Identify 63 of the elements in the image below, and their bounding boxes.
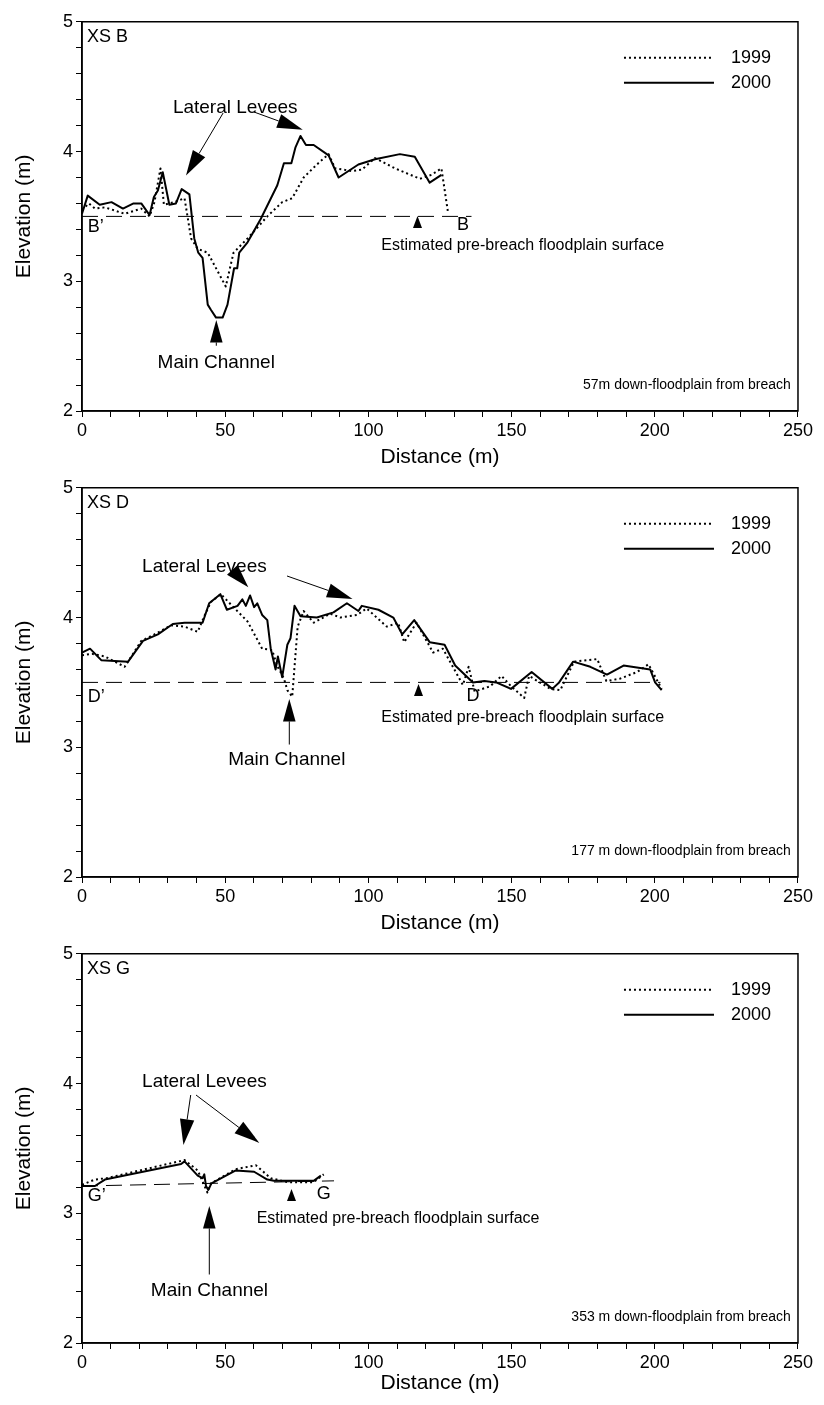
x-tick-label: 200	[639, 885, 670, 906]
y-tick-label: 3	[62, 736, 73, 757]
x-tick-label: 0	[76, 1351, 88, 1372]
x-tick-label: 150	[496, 1351, 527, 1372]
legend-label: 1999	[730, 46, 772, 67]
x-tick-label: 100	[353, 1351, 384, 1372]
annotation: B’	[87, 216, 104, 237]
chart-title: XS B	[87, 26, 129, 47]
y-tick-label: 2	[62, 1331, 73, 1352]
x-axis-title: Distance (m)	[380, 1370, 500, 1394]
x-tick-label: 0	[76, 885, 88, 906]
annotation: D	[466, 684, 480, 705]
annotation: B	[456, 214, 469, 235]
x-axis-title: Distance (m)	[380, 910, 500, 934]
y-tick-label: 4	[62, 1072, 73, 1093]
x-tick-label: 200	[639, 419, 670, 440]
y-axis-title: Elevation (m)	[11, 620, 35, 745]
x-tick-label: 50	[215, 419, 236, 440]
legend-label: 2000	[730, 71, 772, 92]
x-axis-title: Distance (m)	[380, 444, 500, 468]
x-tick-label: 150	[496, 419, 527, 440]
annotation: 353 m down-floodplain from breach	[571, 1308, 791, 1325]
x-tick-label: 250	[782, 419, 814, 440]
chart-title: XS D	[87, 492, 130, 513]
x-tick-label: 200	[639, 1351, 670, 1372]
x-tick-label: 250	[782, 1351, 814, 1372]
legend-label: 1999	[730, 512, 772, 533]
annotation: 177 m down-floodplain from breach	[571, 842, 791, 859]
y-tick-label: 3	[62, 1202, 73, 1223]
annotation: Lateral Levees	[142, 1069, 267, 1091]
annotation: 57m down-floodplain from breach	[583, 376, 791, 393]
annotation: D’	[87, 686, 105, 707]
y-tick-label: 3	[62, 270, 73, 291]
x-tick-label: 50	[215, 1351, 236, 1372]
x-tick-label: 150	[496, 885, 527, 906]
annotation: Lateral Levees	[172, 96, 298, 118]
x-tick-label: 0	[76, 419, 88, 440]
x-tick-label: 250	[782, 885, 814, 906]
x-tick-label: 100	[353, 885, 384, 906]
y-axis-title: Elevation (m)	[11, 154, 35, 279]
y-tick-label: 5	[62, 942, 73, 963]
annotation: Main Channel	[228, 748, 346, 770]
annotation: Main Channel	[150, 1279, 269, 1301]
y-tick-label: 5	[62, 476, 73, 497]
x-tick-label: 100	[353, 419, 384, 440]
annotation: Estimated pre-breach floodplain surface	[256, 1208, 540, 1226]
annotation: Main Channel	[157, 350, 275, 372]
y-tick-label: 4	[62, 606, 73, 627]
x-tick-label: 50	[215, 885, 236, 906]
legend-label: 2000	[730, 1003, 772, 1024]
annotation: G	[316, 1183, 331, 1204]
legend-label: 2000	[730, 537, 772, 558]
y-tick-label: 2	[62, 865, 73, 886]
legend-label: 1999	[730, 978, 772, 999]
annotation: G’	[87, 1185, 106, 1206]
y-tick-label: 4	[62, 140, 73, 161]
y-tick-label: 2	[62, 399, 73, 420]
y-axis-title: Elevation (m)	[11, 1086, 35, 1211]
annotation: Lateral Levees	[142, 554, 267, 576]
annotation: Estimated pre-breach floodplain surface	[381, 707, 665, 725]
annotation: Estimated pre-breach floodplain surface	[381, 236, 665, 253]
y-tick-label: 5	[62, 10, 73, 31]
chart-title: XS G	[87, 958, 131, 979]
